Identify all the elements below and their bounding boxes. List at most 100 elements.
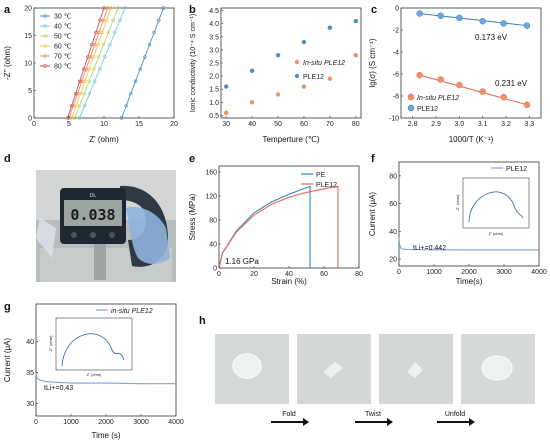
data-point — [109, 6, 113, 10]
legend-insitu: In-situ PLE12 — [303, 60, 345, 67]
y-tick-label: 160 — [205, 170, 217, 177]
legend-ple: PLE12 — [303, 74, 324, 81]
panel-h-label: h — [199, 315, 206, 327]
data-point — [275, 92, 281, 97]
x-tick-label: 4000 — [531, 269, 547, 276]
y-tick-label: 4.5 — [209, 8, 219, 15]
data-point — [118, 18, 122, 22]
legend: 30 ℃ 40 ℃ 50 ℃ 60 ℃ 70 ℃ 80 ℃ — [40, 14, 72, 71]
fold-label: Fold — [282, 411, 296, 418]
eis-inset: Z' (ohm) -Z'' (ohm) — [455, 177, 530, 236]
panel-f-label: f — [371, 153, 375, 165]
x-tick-label: 0 — [32, 121, 36, 128]
inset-curve — [61, 333, 125, 367]
data-point — [91, 55, 96, 59]
x-tick-label: 80 — [352, 121, 360, 128]
panel-a: a 0 5 10 15 20 0 5 10 15 20 30 ℃ 40 ℃ 50 ℃ 60 ℃ 70 ℃ 8… — [3, 4, 178, 144]
y-tick-label: 0 — [395, 6, 399, 13]
data-point — [111, 18, 115, 22]
y-axis-label: Ionic conductivity (10⁻⁴ S cm⁻¹) — [190, 14, 197, 112]
photo-unfold — [461, 334, 535, 404]
inset-y-label: -Z'' (ohm) — [48, 335, 53, 353]
x-axis-label: Time (s) — [91, 431, 120, 440]
x-axis-label: Strain (%) — [271, 277, 307, 286]
inset-x-label: Z' (ohm) — [87, 372, 102, 377]
y-axis-label: Current (μA) — [3, 338, 12, 383]
data-point — [97, 55, 101, 59]
data-point — [500, 93, 507, 101]
legend: In-situ PLE12 PLE12 — [294, 59, 345, 81]
panel-d-label: d — [4, 153, 11, 165]
y-axis-label: -Z'' (ohm) — [3, 46, 12, 80]
x-tick-label: 2000 — [461, 269, 477, 276]
panel-b: b 30 40 50 60 70 80 0.5 1.0 1.5 2.0 2.5 3.0 3.5 4.0 4.… — [189, 4, 362, 144]
data-point — [138, 67, 142, 71]
legend-label: 40 ℃ — [54, 24, 72, 31]
legend: In-situ PLE12 PLE12 — [407, 93, 459, 113]
data-point — [500, 20, 507, 27]
photo-twist — [379, 334, 453, 404]
data-point — [116, 6, 120, 10]
x-axis-label: 1000/T (K⁻¹) — [449, 135, 494, 144]
data-point — [98, 67, 102, 71]
y-tick-label: 60 — [389, 201, 397, 208]
y-tick-label: -8 — [393, 94, 399, 101]
y-tick-label: 40 — [389, 229, 397, 236]
x-tick-label: 20 — [250, 271, 258, 278]
x-tick-label: 5 — [67, 121, 71, 128]
data-point — [523, 101, 531, 109]
unfold-arrow-head — [469, 418, 475, 426]
legend-pe: PE — [316, 172, 326, 179]
x-tick-label: 40 — [248, 121, 256, 128]
panel-c-label: c — [371, 4, 377, 16]
legend: in-situ PLE12 — [96, 308, 153, 315]
series-line — [121, 7, 164, 119]
data-point — [249, 100, 255, 105]
data-point — [129, 91, 133, 96]
y-tick-label: 20 — [389, 257, 397, 264]
data-point — [105, 6, 110, 10]
data-point — [103, 55, 107, 59]
data-point — [98, 18, 102, 22]
legend-marker — [43, 24, 47, 28]
y-tick-label: 3.0 — [209, 47, 219, 54]
impedance-lines — [65, 6, 166, 120]
stress-strain-curve — [218, 185, 311, 269]
brand-mark: DL — [90, 193, 97, 199]
data-point — [147, 42, 152, 47]
legend-marker-insitu — [294, 59, 300, 65]
legend-ple: PLE12 — [506, 166, 527, 173]
series-line — [74, 7, 119, 119]
y-tick-label: 30 — [26, 401, 34, 408]
x-tick-label: 15 — [135, 121, 143, 128]
data-point — [82, 104, 87, 108]
series-line — [71, 7, 112, 119]
y-tick-label: 40 — [26, 339, 34, 346]
data-point — [416, 10, 423, 17]
data-point — [84, 67, 88, 71]
x-tick-label: 0 — [397, 269, 401, 276]
step-fold: Fold — [271, 411, 309, 426]
legend-label: 80 ℃ — [54, 64, 72, 71]
legend-marker-insitu — [407, 93, 415, 101]
y-tick-label: 2.0 — [209, 74, 219, 81]
x-tick-label: 3.1 — [478, 121, 488, 128]
y-axis-label: Current (μA) — [368, 192, 377, 237]
series-line — [79, 7, 126, 119]
panel-e-label: e — [189, 153, 195, 165]
y-tick-label: 40 — [209, 242, 217, 249]
inset-y-label: -Z'' (ohm) — [455, 194, 460, 212]
data-point — [101, 42, 106, 47]
stress-strain-curve — [218, 185, 339, 269]
data-point — [77, 116, 82, 120]
data-point — [437, 76, 444, 83]
y-tick-label: 1.5 — [209, 87, 219, 94]
x-tick-label: 3000 — [496, 269, 512, 276]
data-point — [161, 6, 166, 10]
data-point — [106, 30, 111, 35]
data-point — [113, 30, 117, 35]
y-tick-label: 1.0 — [209, 100, 219, 107]
panel-d: d 0.038 DL — [4, 153, 176, 282]
eis-inset: Z' (ohm) -Z'' (ohm) — [48, 317, 133, 377]
data-point — [479, 88, 486, 95]
